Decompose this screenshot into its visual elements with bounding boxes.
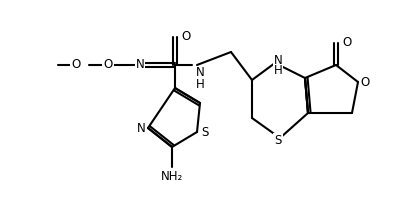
Text: N: N (136, 59, 144, 72)
Text: O: O (360, 76, 369, 88)
Text: S: S (275, 134, 282, 146)
Text: N: N (136, 122, 145, 136)
Text: O: O (342, 37, 352, 49)
Text: N: N (274, 54, 282, 66)
Text: O: O (71, 59, 81, 72)
Text: N: N (196, 66, 204, 80)
Text: O: O (103, 59, 113, 72)
Text: S: S (201, 126, 209, 140)
Text: O: O (182, 31, 191, 43)
Text: H: H (196, 78, 204, 90)
Text: NH₂: NH₂ (161, 169, 183, 182)
Text: H: H (274, 64, 282, 78)
